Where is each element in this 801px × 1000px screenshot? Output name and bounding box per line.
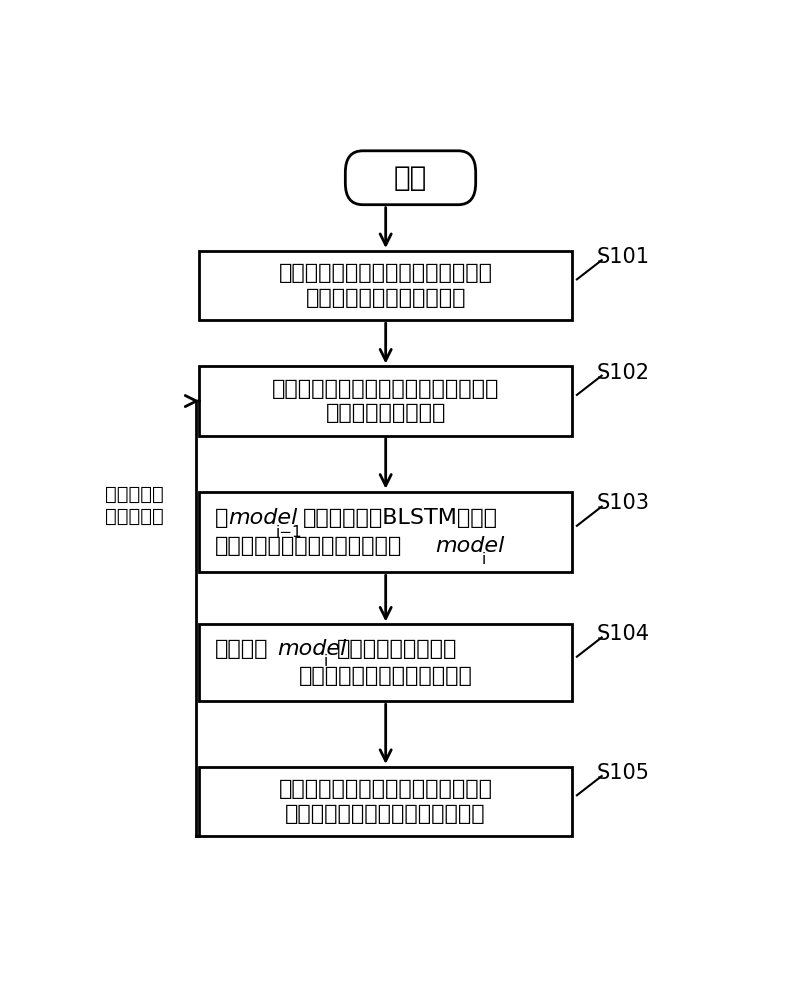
Text: model: model	[277, 639, 346, 659]
Text: 的训练数据一起作为初始训练数据: 的训练数据一起作为初始训练数据	[285, 804, 486, 824]
Text: 测试，得到新的初始训练数据: 测试，得到新的初始训练数据	[299, 666, 473, 686]
Bar	[199, 624, 572, 701]
Text: S101: S101	[597, 247, 650, 267]
Text: 应用模型: 应用模型	[215, 639, 268, 659]
Bar	[199, 492, 572, 572]
Text: i: i	[324, 654, 328, 669]
Text: S105: S105	[597, 763, 650, 783]
Text: 对初始训练数据进行预处理，得到训练: 对初始训练数据进行预处理，得到训练	[272, 379, 499, 399]
Text: i: i	[482, 552, 486, 567]
Text: 数据集和测试数据集: 数据集和测试数据集	[325, 403, 446, 423]
Text: 采集司机历史驾驶数据与机车运行监: 采集司机历史驾驶数据与机车运行监	[279, 263, 493, 283]
Text: model: model	[436, 536, 505, 556]
FancyBboxPatch shape	[345, 151, 476, 205]
Text: S102: S102	[597, 363, 650, 383]
Text: 不断选取更
优化的数据: 不断选取更 优化的数据	[105, 485, 163, 526]
Text: i−1: i−1	[276, 525, 302, 540]
Text: 控日志，作为初始训练数据: 控日志，作为初始训练数据	[305, 288, 466, 308]
Text: 开始: 开始	[394, 164, 427, 192]
Bar	[199, 767, 572, 836]
Text: 对测试数据集做俯真: 对测试数据集做俯真	[337, 639, 457, 659]
Text: S103: S103	[597, 493, 650, 513]
Text: S104: S104	[597, 624, 650, 644]
Bar	[199, 251, 572, 320]
Text: 将新的初始训练数据和上一训练阶段: 将新的初始训练数据和上一训练阶段	[279, 779, 493, 799]
Bar	[199, 366, 572, 436]
Text: model: model	[228, 508, 298, 528]
Text: 在: 在	[215, 508, 228, 528]
Text: 络模型，并保存训练好的模型为: 络模型，并保存训练好的模型为	[215, 536, 402, 556]
Text: 的基础上训练BLSTM神经网: 的基础上训练BLSTM神经网	[303, 508, 498, 528]
